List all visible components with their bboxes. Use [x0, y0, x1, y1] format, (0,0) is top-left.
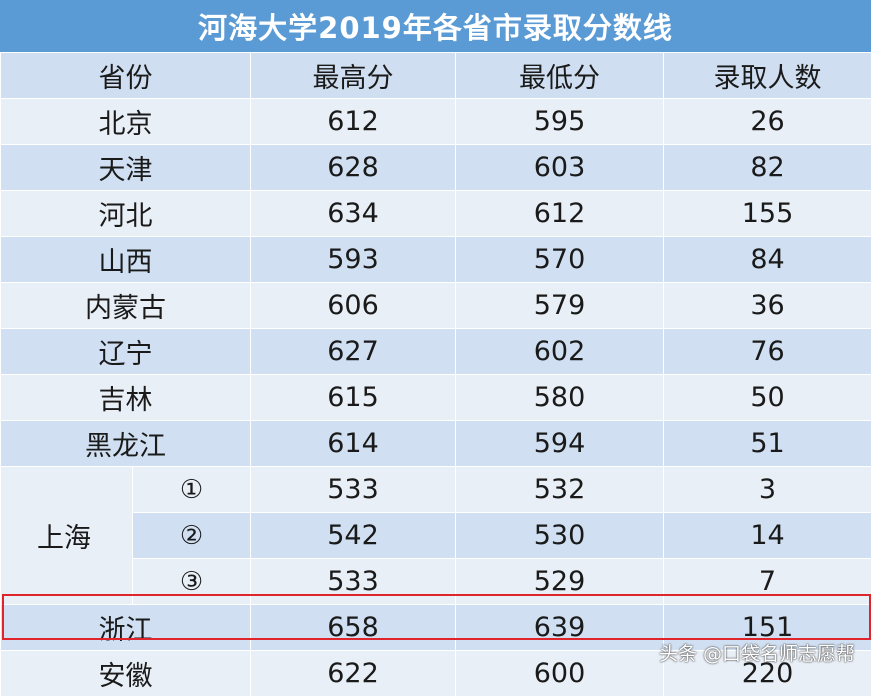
count-cell: 76: [664, 329, 871, 375]
province-cell: 天津: [1, 145, 251, 191]
score-table: 省份 最高分 最低分 录取人数 北京 612 595 26 天津 628 603…: [0, 52, 871, 697]
max-score-cell: 628: [251, 145, 456, 191]
province-cell-shanghai: 上海: [1, 467, 133, 605]
table-row: 天津 628 603 82: [1, 145, 871, 191]
count-cell: 50: [664, 375, 871, 421]
min-score-cell: 612: [456, 191, 664, 237]
min-score-cell: 529: [456, 559, 664, 605]
province-cell: 黑龙江: [1, 421, 251, 467]
batch-marker: ③: [133, 559, 251, 605]
count-cell: 26: [664, 99, 871, 145]
table-header-row: 省份 最高分 最低分 录取人数: [1, 53, 871, 99]
province-cell: 吉林: [1, 375, 251, 421]
min-score-cell: 600: [456, 651, 664, 697]
min-score-cell: 639: [456, 605, 664, 651]
max-score-cell: 627: [251, 329, 456, 375]
table-row: 黑龙江 614 594 51: [1, 421, 871, 467]
table-row: 北京 612 595 26: [1, 99, 871, 145]
province-cell: 山西: [1, 237, 251, 283]
table-row: 吉林 615 580 50: [1, 375, 871, 421]
max-score-cell: 658: [251, 605, 456, 651]
count-cell: 51: [664, 421, 871, 467]
max-score-cell: 533: [251, 559, 456, 605]
max-score-cell: 622: [251, 651, 456, 697]
title-bar: 河海大学2019年各省市录取分数线: [0, 0, 871, 52]
column-header-min-score: 最低分: [456, 53, 664, 99]
province-cell: 内蒙古: [1, 283, 251, 329]
max-score-cell: 612: [251, 99, 456, 145]
column-header-admitted-count: 录取人数: [664, 53, 871, 99]
max-score-cell: 606: [251, 283, 456, 329]
watermark: 头条 @口袋名师志愿帮: [659, 639, 855, 666]
min-score-cell: 594: [456, 421, 664, 467]
table-row: 辽宁 627 602 76: [1, 329, 871, 375]
min-score-cell: 579: [456, 283, 664, 329]
max-score-cell: 614: [251, 421, 456, 467]
min-score-cell: 603: [456, 145, 664, 191]
count-cell: 36: [664, 283, 871, 329]
table-row: 上海 ① 533 532 3: [1, 467, 871, 513]
column-header-max-score: 最高分: [251, 53, 456, 99]
batch-marker: ①: [133, 467, 251, 513]
max-score-cell: 542: [251, 513, 456, 559]
table-row: 内蒙古 606 579 36: [1, 283, 871, 329]
count-cell: 84: [664, 237, 871, 283]
province-cell: 辽宁: [1, 329, 251, 375]
min-score-cell: 595: [456, 99, 664, 145]
max-score-cell: 533: [251, 467, 456, 513]
min-score-cell: 602: [456, 329, 664, 375]
province-cell: 河北: [1, 191, 251, 237]
province-cell: 安徽: [1, 651, 251, 697]
page-title: 河海大学2019年各省市录取分数线: [198, 5, 673, 47]
count-cell: 155: [664, 191, 871, 237]
count-cell: 82: [664, 145, 871, 191]
min-score-cell: 580: [456, 375, 664, 421]
batch-marker: ②: [133, 513, 251, 559]
min-score-cell: 570: [456, 237, 664, 283]
province-cell: 浙江: [1, 605, 251, 651]
count-cell: 7: [664, 559, 871, 605]
column-header-province: 省份: [1, 53, 251, 99]
min-score-cell: 530: [456, 513, 664, 559]
max-score-cell: 593: [251, 237, 456, 283]
count-cell: 14: [664, 513, 871, 559]
table-row: 河北 634 612 155: [1, 191, 871, 237]
max-score-cell: 615: [251, 375, 456, 421]
max-score-cell: 634: [251, 191, 456, 237]
count-cell: 3: [664, 467, 871, 513]
province-cell: 北京: [1, 99, 251, 145]
min-score-cell: 532: [456, 467, 664, 513]
table-row: 山西 593 570 84: [1, 237, 871, 283]
